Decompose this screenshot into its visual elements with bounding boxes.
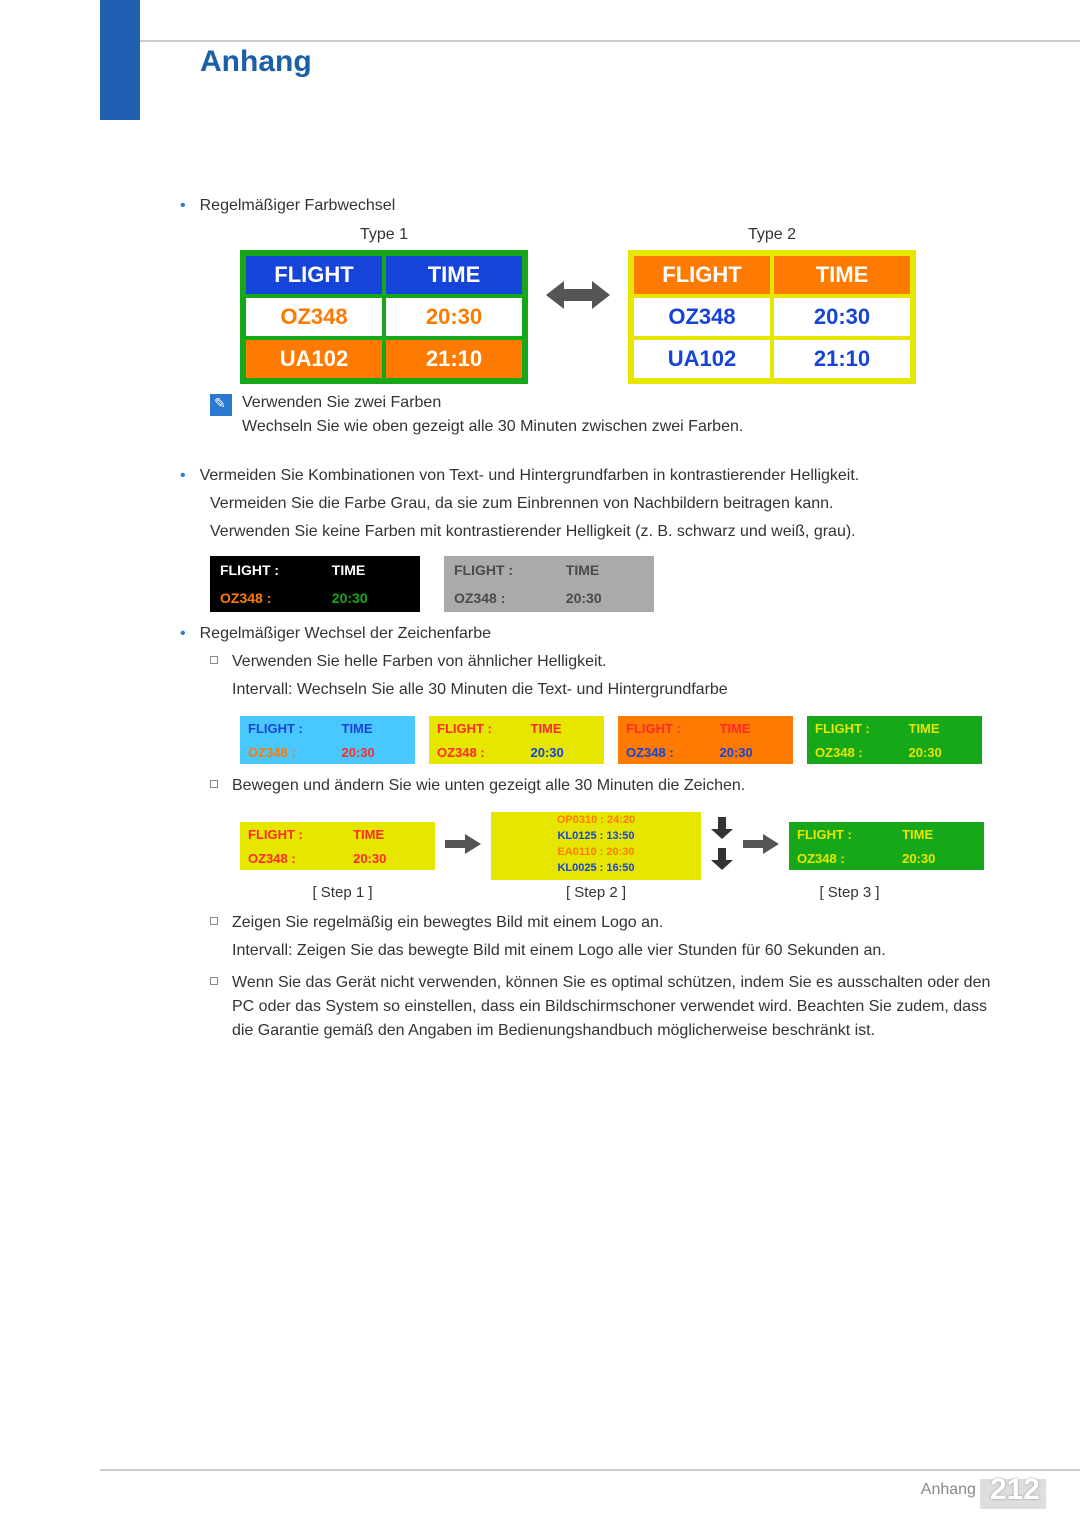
type2-wrap: Type 2 FLIGHTTIMEOZ34820:30UA10221:10 [628,226,916,384]
square-bullet-icon [210,917,218,925]
color-example-box: FLIGHT :TIMEOZ348 :20:30 [240,716,415,764]
type2-table: FLIGHTTIMEOZ34820:30UA10221:10 [628,250,916,384]
sub-bright-colors: Verwenden Sie helle Farben von ähnlicher… [210,650,1000,702]
footer: Anhang 212 [921,1473,1040,1507]
down-arrows-icon [711,817,733,875]
text: Regelmäßiger Wechsel der Zeichenfarbe [200,622,491,646]
chapter-tab [100,0,140,120]
text: Verwenden Sie helle Farben von ähnlicher… [232,650,728,674]
step-box: FLIGHT :TIMEOZ348 :20:30 [240,822,435,870]
square-bullet-icon [210,780,218,788]
bullet-dot-icon: • [180,622,186,646]
page-number: 212 [990,1473,1040,1507]
square-bullet-icon [210,656,218,664]
type1-label: Type 1 [240,226,528,244]
content: • Regelmäßiger Farbwechsel Type 1 FLIGHT… [180,190,1000,1047]
flight-cell: FLIGHT [632,254,772,296]
type-tables: Type 1 FLIGHTTIMEOZ34820:30UA10221:10 Ty… [240,226,1000,384]
bullet-char-color: • Regelmäßiger Wechsel der Zeichenfarbe [180,622,1000,646]
color-example-box: FLIGHT :TIMEOZ348 :20:30 [429,716,604,764]
para-gray: Vermeiden Sie die Farbe Grau, da sie zum… [210,492,1000,516]
flight-cell: OZ348 [632,296,772,338]
flight-cell: 21:10 [772,338,912,380]
flight-cell: OZ348 [244,296,384,338]
flight-cell: 20:30 [772,296,912,338]
sub-move-chars: Bewegen und ändern Sie wie unten gezeigt… [210,774,1000,798]
color-example-box: FLIGHT :TIMEOZ348 :20:30 [807,716,982,764]
color-example-box: FLIGHT :TIMEOZ348 :20:30 [618,716,793,764]
text: Bewegen und ändern Sie wie unten gezeigt… [232,774,745,798]
footer-label: Anhang [921,1481,976,1499]
right-arrow-icon [445,832,481,861]
text: Vermeiden Sie Kombinationen von Text- un… [200,464,860,488]
text: Zeigen Sie regelmäßig ein bewegtes Bild … [232,911,886,935]
bullet-dot-icon: • [180,194,186,218]
square-bullet-icon [210,977,218,985]
step-labels: [ Step 1 ] [ Step 2 ] [ Step 3 ] [240,884,1000,901]
flight-cell: TIME [384,254,524,296]
right-arrow-icon [743,832,779,861]
flight-cell: FLIGHT [244,254,384,296]
footer-rule [100,1469,1080,1471]
bullet-dot-icon: • [180,464,186,488]
page-title: Anhang [200,45,312,79]
flight-cell: TIME [772,254,912,296]
step2-scroll-box: OP0310 : 24:20KL0125 : 13:50EA0110 : 20:… [491,812,701,880]
text: Intervall: Zeigen Sie das bewegte Bild m… [232,939,886,963]
contrast-examples: FLIGHT :TIMEOZ348 :20:30 FLIGHT :TIMEOZ34… [210,556,1000,612]
step3-label: [ Step 3 ] [747,884,952,901]
para-contrast: Verwenden Sie keine Farben mit kontrasti… [210,520,1000,544]
contrast-box: FLIGHT :TIMEOZ348 :20:30 [444,556,654,612]
type2-label: Type 2 [628,226,916,244]
bullet-avoid-combos: • Vermeiden Sie Kombinationen von Text- … [180,464,1000,488]
note-row: Verwenden Sie zwei Farben Wechseln Sie w… [210,394,1000,436]
note-line1: Verwenden Sie zwei Farben [242,394,743,412]
note-line2: Wechseln Sie wie oben gezeigt alle 30 Mi… [242,418,743,436]
type1-wrap: Type 1 FLIGHTTIMEOZ34820:30UA10221:10 [240,226,528,384]
step2-label: [ Step 2 ] [481,884,711,901]
sub-power-off: Wenn Sie das Gerät nicht verwenden, könn… [210,971,1000,1043]
four-color-examples: FLIGHT :TIMEOZ348 :20:30 FLIGHT :TIMEOZ34… [240,716,1000,764]
flight-cell: UA102 [244,338,384,380]
note-pencil-icon [210,394,232,416]
top-rule [100,40,1080,42]
flight-cell: UA102 [632,338,772,380]
step1-label: [ Step 1 ] [240,884,445,901]
double-arrow-icon [546,277,610,313]
contrast-box: FLIGHT :TIMEOZ348 :20:30 [210,556,420,612]
bullet-color-change: • Regelmäßiger Farbwechsel [180,194,1000,218]
steps-row: FLIGHT :TIMEOZ348 :20:30 OP0310 : 24:20KL… [240,812,1000,880]
sub-moving-image: Zeigen Sie regelmäßig ein bewegtes Bild … [210,911,1000,963]
flight-cell: 20:30 [384,296,524,338]
step-box: FLIGHT :TIMEOZ348 :20:30 [789,822,984,870]
flight-cell: 21:10 [384,338,524,380]
type1-table: FLIGHTTIMEOZ34820:30UA10221:10 [240,250,528,384]
text: Intervall: Wechseln Sie alle 30 Minuten … [232,678,728,702]
text: Regelmäßiger Farbwechsel [200,194,396,218]
text: Wenn Sie das Gerät nicht verwenden, könn… [232,971,1000,1043]
